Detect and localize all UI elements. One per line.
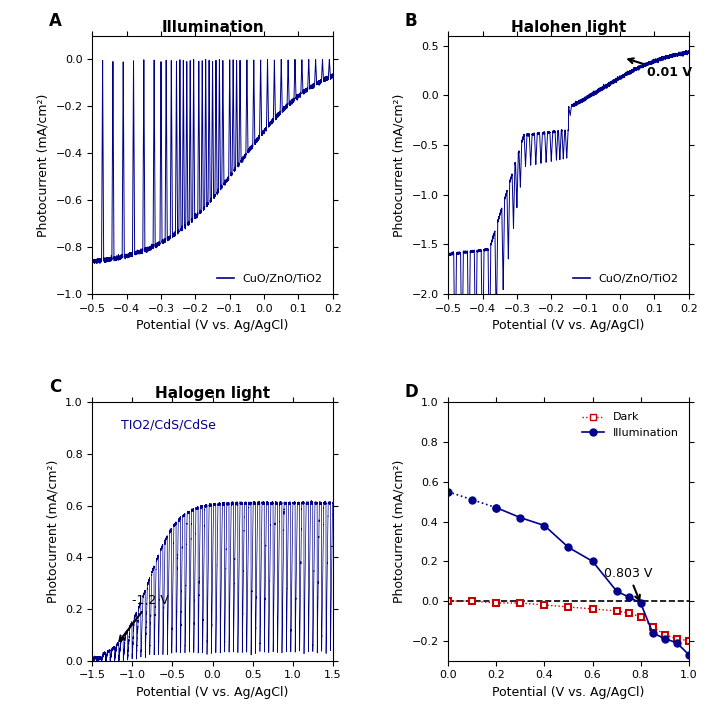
Legend: CuO/ZnO/TiO2: CuO/ZnO/TiO2 [213,269,327,289]
Title: Illumination: Illumination [161,19,264,34]
Y-axis label: Photocurrent (mA/cm²): Photocurrent (mA/cm²) [393,93,406,237]
X-axis label: Potential (V vs. Ag/AgCl): Potential (V vs. Ag/AgCl) [492,686,645,699]
Legend: CuO/ZnO/TiO2: CuO/ZnO/TiO2 [569,269,683,289]
Text: D: D [405,383,419,401]
Text: 0.01 V: 0.01 V [628,58,692,78]
X-axis label: Potential (V vs. Ag/AgCl): Potential (V vs. Ag/AgCl) [492,320,645,332]
Text: -1.2 V: -1.2 V [119,594,169,641]
Text: A: A [49,11,62,29]
Y-axis label: Photocurrent (mA/cm²): Photocurrent (mA/cm²) [37,93,50,237]
X-axis label: Potential (V vs. Ag/AgCl): Potential (V vs. Ag/AgCl) [136,320,289,332]
Text: 0.803 V: 0.803 V [604,567,652,600]
Text: C: C [49,378,61,396]
X-axis label: Potential (V vs. Ag/AgCl): Potential (V vs. Ag/AgCl) [136,686,289,699]
Text: B: B [405,11,417,29]
Text: TIO2/CdS/CdSe: TIO2/CdS/CdSe [121,419,216,432]
Title: Halogen light: Halogen light [155,386,270,401]
Y-axis label: Photocurrent (mA/cm²): Photocurrent (mA/cm²) [393,460,406,603]
Y-axis label: Photocurrent (mA/cm²): Photocurrent (mA/cm²) [46,460,59,603]
Title: Halohen light: Halohen light [510,19,626,34]
Legend: Dark, Illumination: Dark, Illumination [577,408,683,442]
